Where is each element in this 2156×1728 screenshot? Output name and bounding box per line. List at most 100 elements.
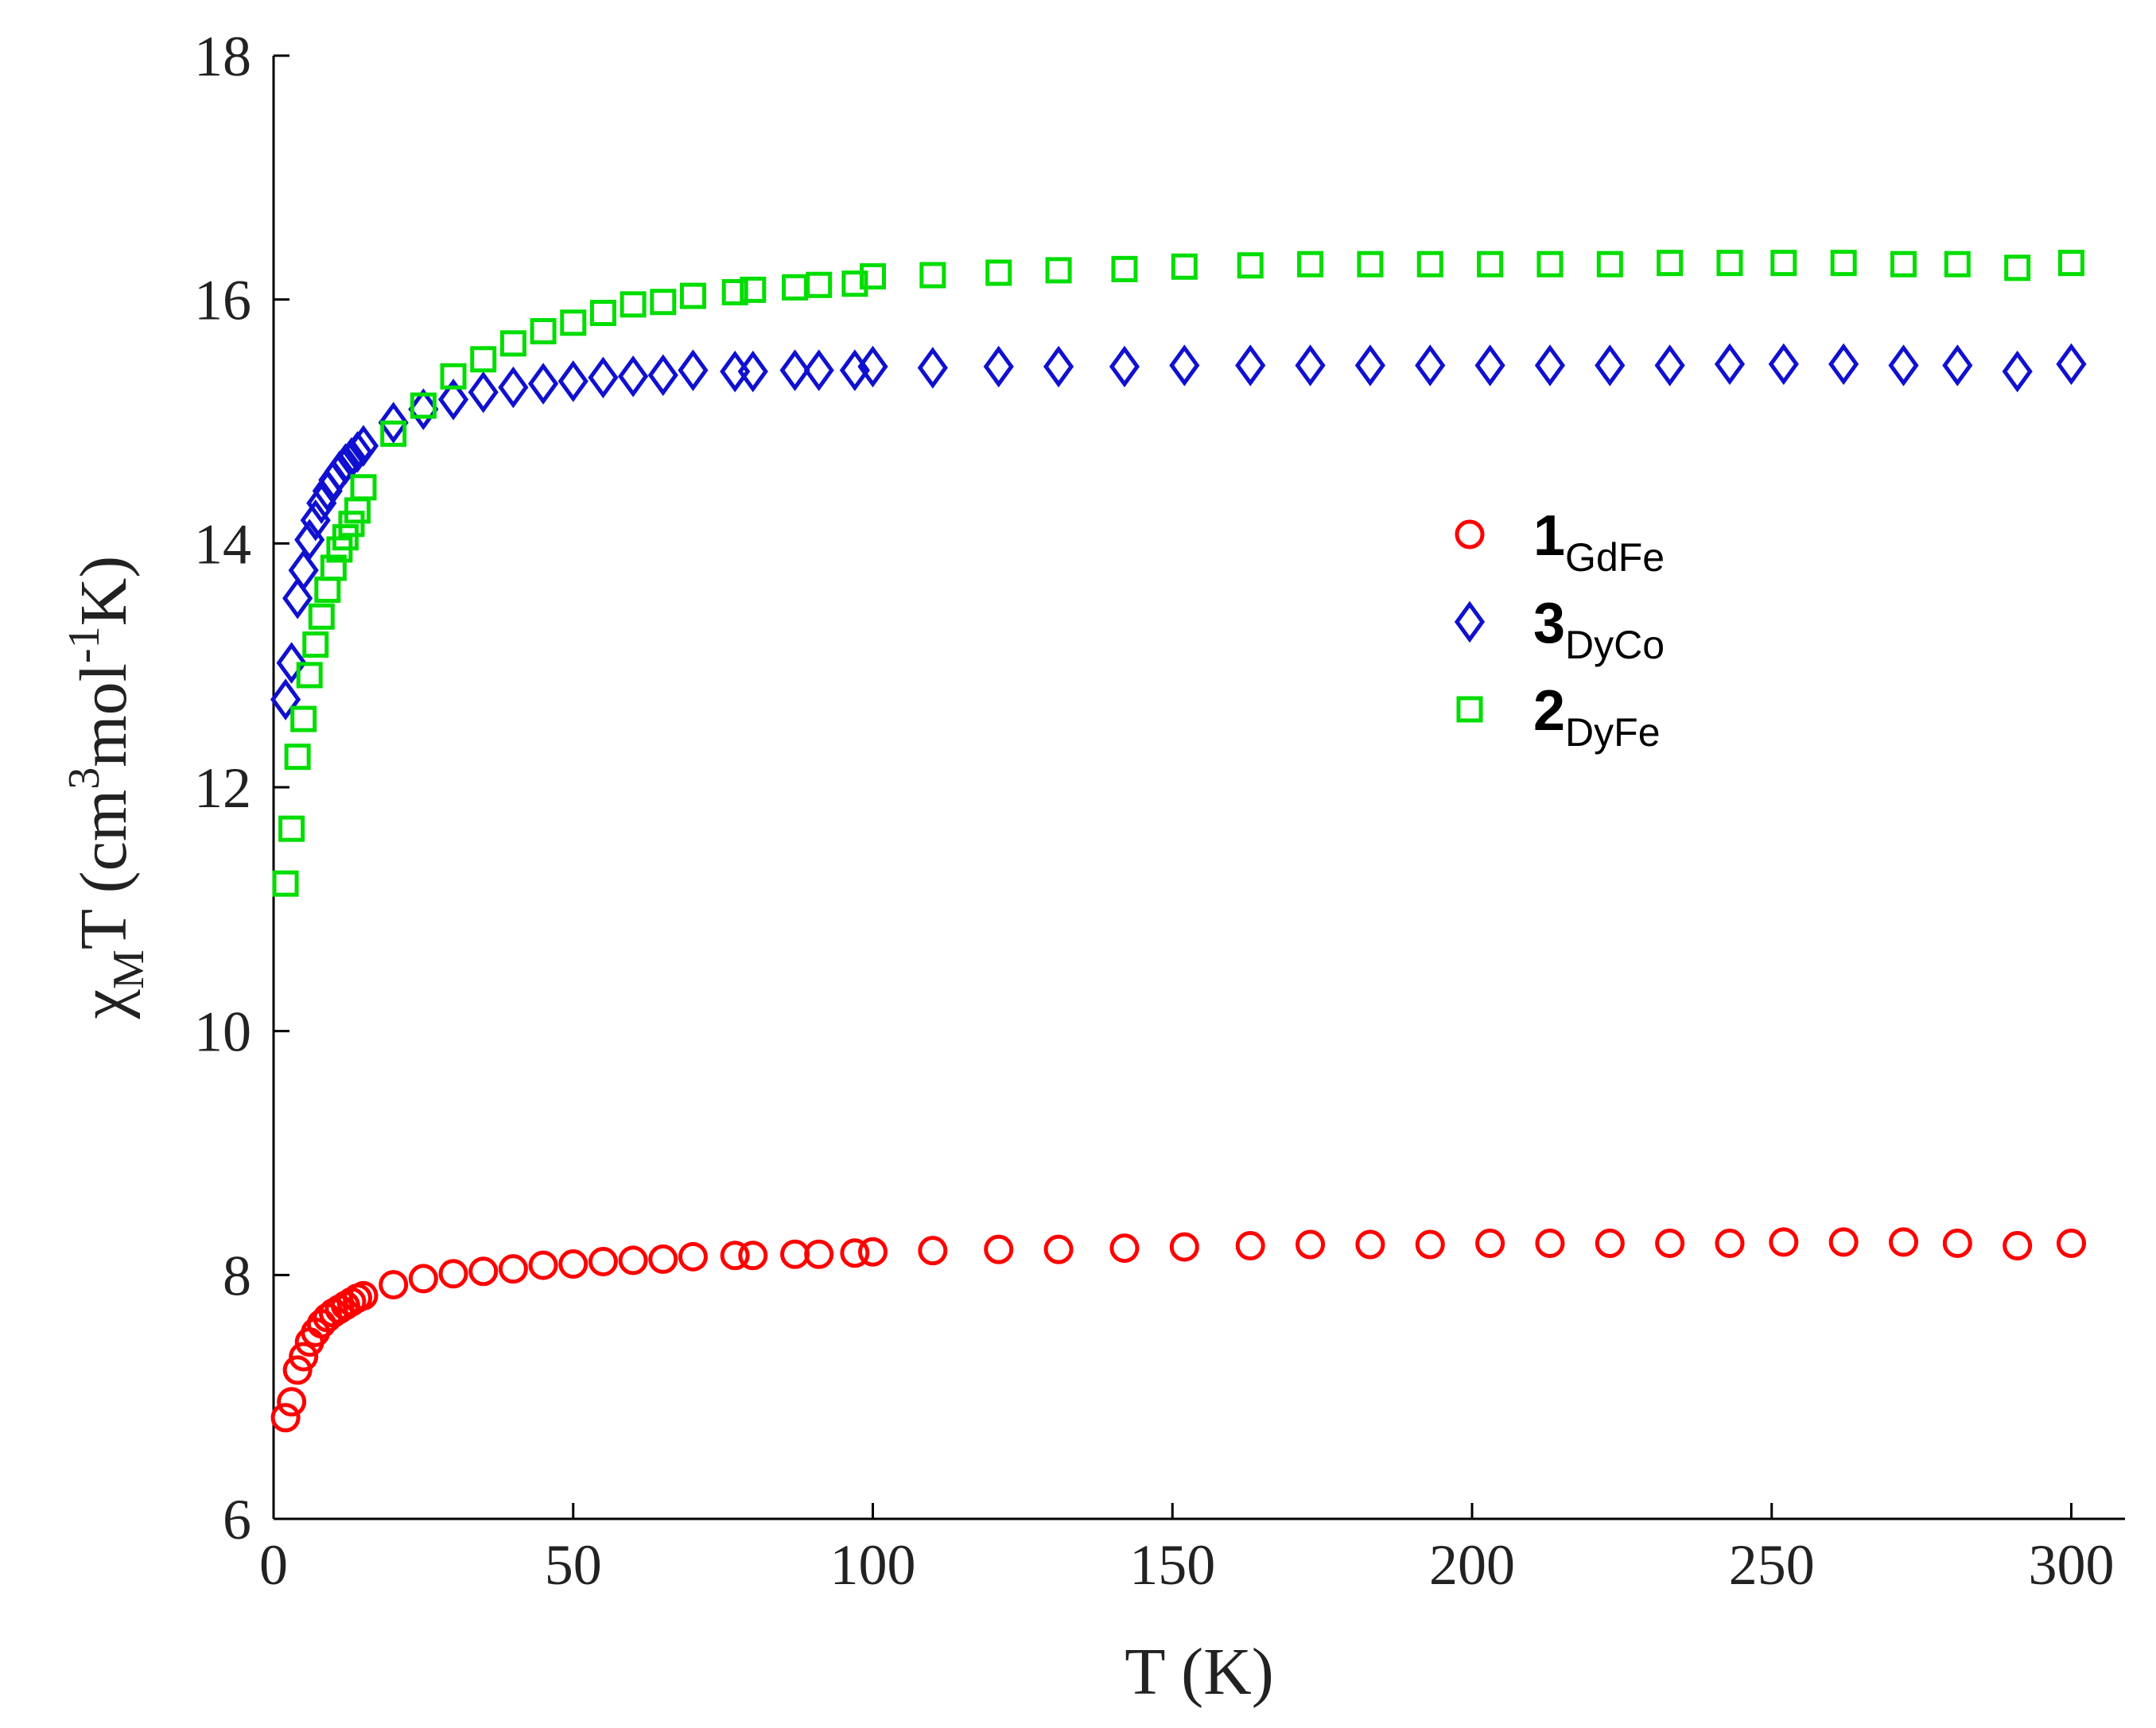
circle-point	[840, 1238, 870, 1268]
y-tick-label: 12	[194, 756, 251, 820]
square-point	[440, 363, 467, 390]
square-point	[860, 263, 886, 290]
circle-point	[270, 1403, 301, 1433]
x-tick-label: 250	[1729, 1533, 1815, 1597]
square-point	[1477, 250, 1504, 278]
diamond-point	[1109, 345, 1140, 388]
circle-point	[858, 1237, 888, 1267]
diamond-point	[437, 379, 469, 421]
circle-point	[498, 1254, 528, 1284]
circle-point	[289, 1342, 319, 1372]
data-markers	[270, 250, 2087, 1433]
circle-point	[1475, 1228, 1505, 1258]
y-tick-label: 14	[194, 512, 251, 576]
square-point	[1830, 250, 1857, 277]
diamond-point	[2056, 343, 2087, 386]
circle-point	[1828, 1227, 1859, 1257]
y-tick-label: 6	[223, 1488, 251, 1551]
square-point	[284, 744, 311, 771]
square-point	[1171, 253, 1198, 280]
circle-point	[1415, 1229, 1445, 1260]
circle-point	[1889, 1227, 1919, 1257]
diamond-point	[1474, 344, 1505, 386]
y-axis-ticks: 6 8 10 12 14 16 18	[194, 25, 289, 1551]
square-point	[308, 603, 335, 630]
circle-point	[1769, 1227, 1799, 1257]
square-point	[410, 392, 437, 419]
legend-label-subscript: DyFe	[1565, 710, 1660, 755]
series-2DyFe	[272, 250, 2084, 897]
diamond-point	[288, 549, 319, 592]
square-point	[272, 870, 299, 897]
x-tick-label: 100	[830, 1533, 916, 1597]
diamond-point	[1942, 344, 1973, 386]
y-axis-title-chi: χ	[67, 989, 141, 1019]
square-point	[560, 309, 587, 336]
square-point	[1111, 255, 1138, 282]
circle-point	[618, 1245, 648, 1276]
diamond-point	[1595, 344, 1626, 386]
diamond-point	[720, 350, 751, 393]
legend-label-main: 1	[1533, 504, 1565, 568]
legend-marker-1GdFe	[1455, 519, 1485, 549]
diamond-point	[1354, 344, 1385, 386]
circle-point	[1043, 1234, 1074, 1264]
diamond-point	[857, 345, 888, 388]
circle-point	[438, 1259, 468, 1289]
circle-point	[1942, 1228, 1972, 1258]
square-point	[1297, 250, 1324, 278]
diamond-point	[1235, 344, 1266, 386]
circle-point	[720, 1241, 750, 1271]
circle-point	[282, 1355, 313, 1385]
y-axis-title-sup-3: 3	[60, 767, 109, 790]
square-point	[1716, 250, 1743, 277]
legend-label-subscript: DyCo	[1565, 623, 1665, 667]
diamond-point	[1169, 344, 1200, 386]
circle-point	[780, 1239, 810, 1269]
circle-point	[1355, 1229, 1385, 1260]
square-point	[1416, 250, 1443, 278]
square-point	[721, 278, 748, 305]
y-tick-label: 16	[194, 269, 251, 332]
diamond-point	[306, 482, 337, 524]
x-axis-ticks: 0 50 100 150 200 250 300	[259, 1503, 2115, 1597]
circle-point	[1169, 1232, 1199, 1262]
diamond-point	[1043, 345, 1074, 388]
diamond-point	[1534, 344, 1566, 386]
circle-point	[1109, 1233, 1140, 1264]
diamond-point	[378, 402, 409, 444]
diamond-point	[557, 360, 589, 402]
y-axis-title: χMT (cm3mol-1K)	[60, 556, 153, 1019]
y-tick-label: 18	[194, 25, 251, 88]
legend-label-1GdFe: 1GdFe	[1533, 504, 1665, 580]
diamond-point	[468, 371, 499, 414]
diamond-point	[803, 349, 834, 391]
diamond-point	[647, 354, 678, 396]
x-tick-label: 200	[1429, 1533, 1515, 1597]
y-tick-label: 8	[223, 1244, 251, 1307]
square-point	[332, 524, 359, 551]
diamond-point	[408, 388, 439, 430]
diamond-point	[276, 642, 307, 684]
square-point	[530, 318, 557, 345]
diamond-point	[1828, 343, 1859, 386]
square-point	[589, 300, 616, 327]
circle-point	[918, 1236, 948, 1266]
diamond-point	[779, 349, 810, 391]
square-point	[1045, 257, 1072, 284]
diamond-point	[983, 345, 1014, 388]
square-point	[782, 274, 809, 301]
square-point	[1357, 250, 1384, 278]
circle-point	[348, 1280, 379, 1311]
circle-point	[1235, 1231, 1265, 1261]
square-point	[314, 577, 341, 604]
x-axis-title: T (K)	[1125, 1635, 1273, 1709]
square-point	[1944, 250, 1971, 278]
y-axis-title-chi-subscript: M	[104, 949, 153, 989]
square-point	[1770, 250, 1797, 277]
circle-point	[468, 1256, 499, 1287]
diamond-point	[348, 425, 379, 467]
diamond-point	[1768, 343, 1799, 386]
